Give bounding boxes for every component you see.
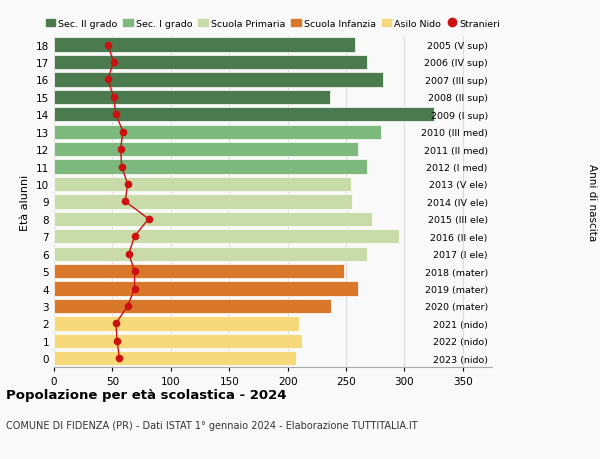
Bar xyxy=(54,247,367,261)
Bar xyxy=(54,317,299,331)
Text: Popolazione per età scolastica - 2024: Popolazione per età scolastica - 2024 xyxy=(6,388,287,401)
Bar xyxy=(54,352,296,366)
Bar xyxy=(54,143,358,157)
Bar xyxy=(54,212,371,226)
Bar xyxy=(54,125,381,140)
Bar xyxy=(54,178,350,192)
Bar xyxy=(54,90,329,105)
Legend: Sec. II grado, Sec. I grado, Scuola Primaria, Scuola Infanzia, Asilo Nido, Stran: Sec. II grado, Sec. I grado, Scuola Prim… xyxy=(46,20,500,29)
Bar xyxy=(54,56,367,70)
Bar xyxy=(54,160,367,174)
Text: COMUNE DI FIDENZA (PR) - Dati ISTAT 1° gennaio 2024 - Elaborazione TUTTITALIA.IT: COMUNE DI FIDENZA (PR) - Dati ISTAT 1° g… xyxy=(6,420,418,430)
Bar xyxy=(54,73,383,87)
Bar xyxy=(54,282,358,296)
Bar xyxy=(54,299,331,313)
Bar xyxy=(54,334,302,348)
Bar xyxy=(54,38,355,52)
Y-axis label: Età alunni: Età alunni xyxy=(20,174,31,230)
Text: Anni di nascita: Anni di nascita xyxy=(587,163,597,241)
Bar xyxy=(54,195,352,209)
Bar xyxy=(54,108,434,122)
Bar xyxy=(54,230,398,244)
Bar xyxy=(54,264,344,279)
